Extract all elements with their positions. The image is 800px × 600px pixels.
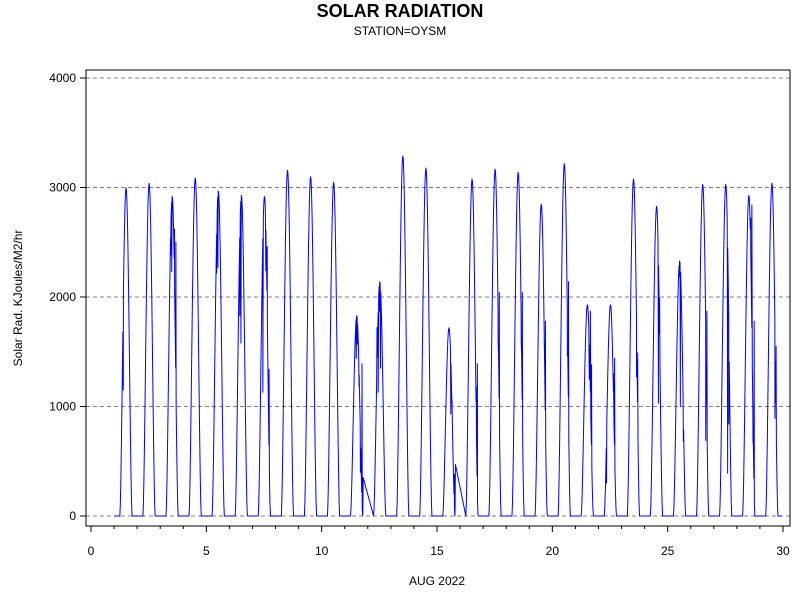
x-axis: 0 5 10 15 20 25 30 xyxy=(86,525,790,558)
y-tick-label: 3000 xyxy=(49,181,76,195)
x-axis-label: AUG 2022 xyxy=(409,574,465,588)
series-layer xyxy=(114,155,782,517)
x-tick-label: 5 xyxy=(203,544,210,558)
x-tick-label: 30 xyxy=(776,544,790,558)
y-tick-label: 0 xyxy=(69,509,76,523)
series-line-solar-radiation xyxy=(114,155,782,517)
x-tick-label: 10 xyxy=(315,544,329,558)
x-tick-label: 0 xyxy=(88,544,95,558)
x-tick-label: 15 xyxy=(430,544,444,558)
y-axis: 0 1000 2000 3000 4000 xyxy=(49,71,86,523)
y-tick-label: 1000 xyxy=(49,400,76,414)
chart-subtitle: STATION=OYSM xyxy=(354,24,447,38)
y-tick-label: 2000 xyxy=(49,290,76,304)
y-tick-label: 4000 xyxy=(49,71,76,85)
x-tick-label: 20 xyxy=(546,544,560,558)
chart-title: SOLAR RADIATION xyxy=(317,1,484,21)
x-tick-label: 25 xyxy=(661,544,675,558)
y-axis-label: Solar Rad. KJoules/M2/hr xyxy=(11,230,25,367)
